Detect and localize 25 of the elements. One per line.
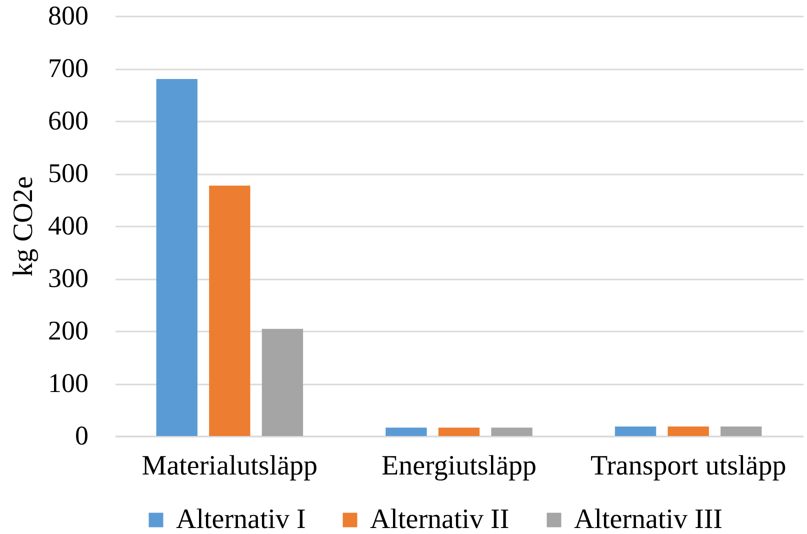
legend-label: Alternativ I xyxy=(176,504,306,534)
bar xyxy=(209,186,250,436)
y-tick-label: 200 xyxy=(48,316,88,346)
bar xyxy=(614,426,656,436)
legend-label: Alternativ II xyxy=(370,504,510,534)
bar xyxy=(720,426,762,436)
bar xyxy=(156,79,198,436)
y-tick-label: 0 xyxy=(75,420,88,450)
bar xyxy=(668,426,709,436)
bar xyxy=(262,328,304,436)
y-tick-label: 400 xyxy=(48,210,88,240)
y-axis-title: kg CO2e xyxy=(8,176,39,277)
x-tick-label: Materialutsläpp xyxy=(142,450,318,482)
x-tick-label: Energiutsläpp xyxy=(381,450,537,482)
bar xyxy=(438,428,480,436)
y-tick-label: 100 xyxy=(48,368,88,398)
y-tick-label: 500 xyxy=(48,158,88,188)
x-tick-label: Transport utsläpp xyxy=(590,450,786,482)
y-tick-label: 300 xyxy=(48,263,88,293)
legend-label: Alternativ III xyxy=(574,504,722,534)
bar xyxy=(386,428,427,436)
bar xyxy=(491,428,532,436)
y-tick-label: 700 xyxy=(48,53,88,83)
y-tick-label: 600 xyxy=(48,106,88,136)
y-tick-label: 800 xyxy=(48,0,88,30)
